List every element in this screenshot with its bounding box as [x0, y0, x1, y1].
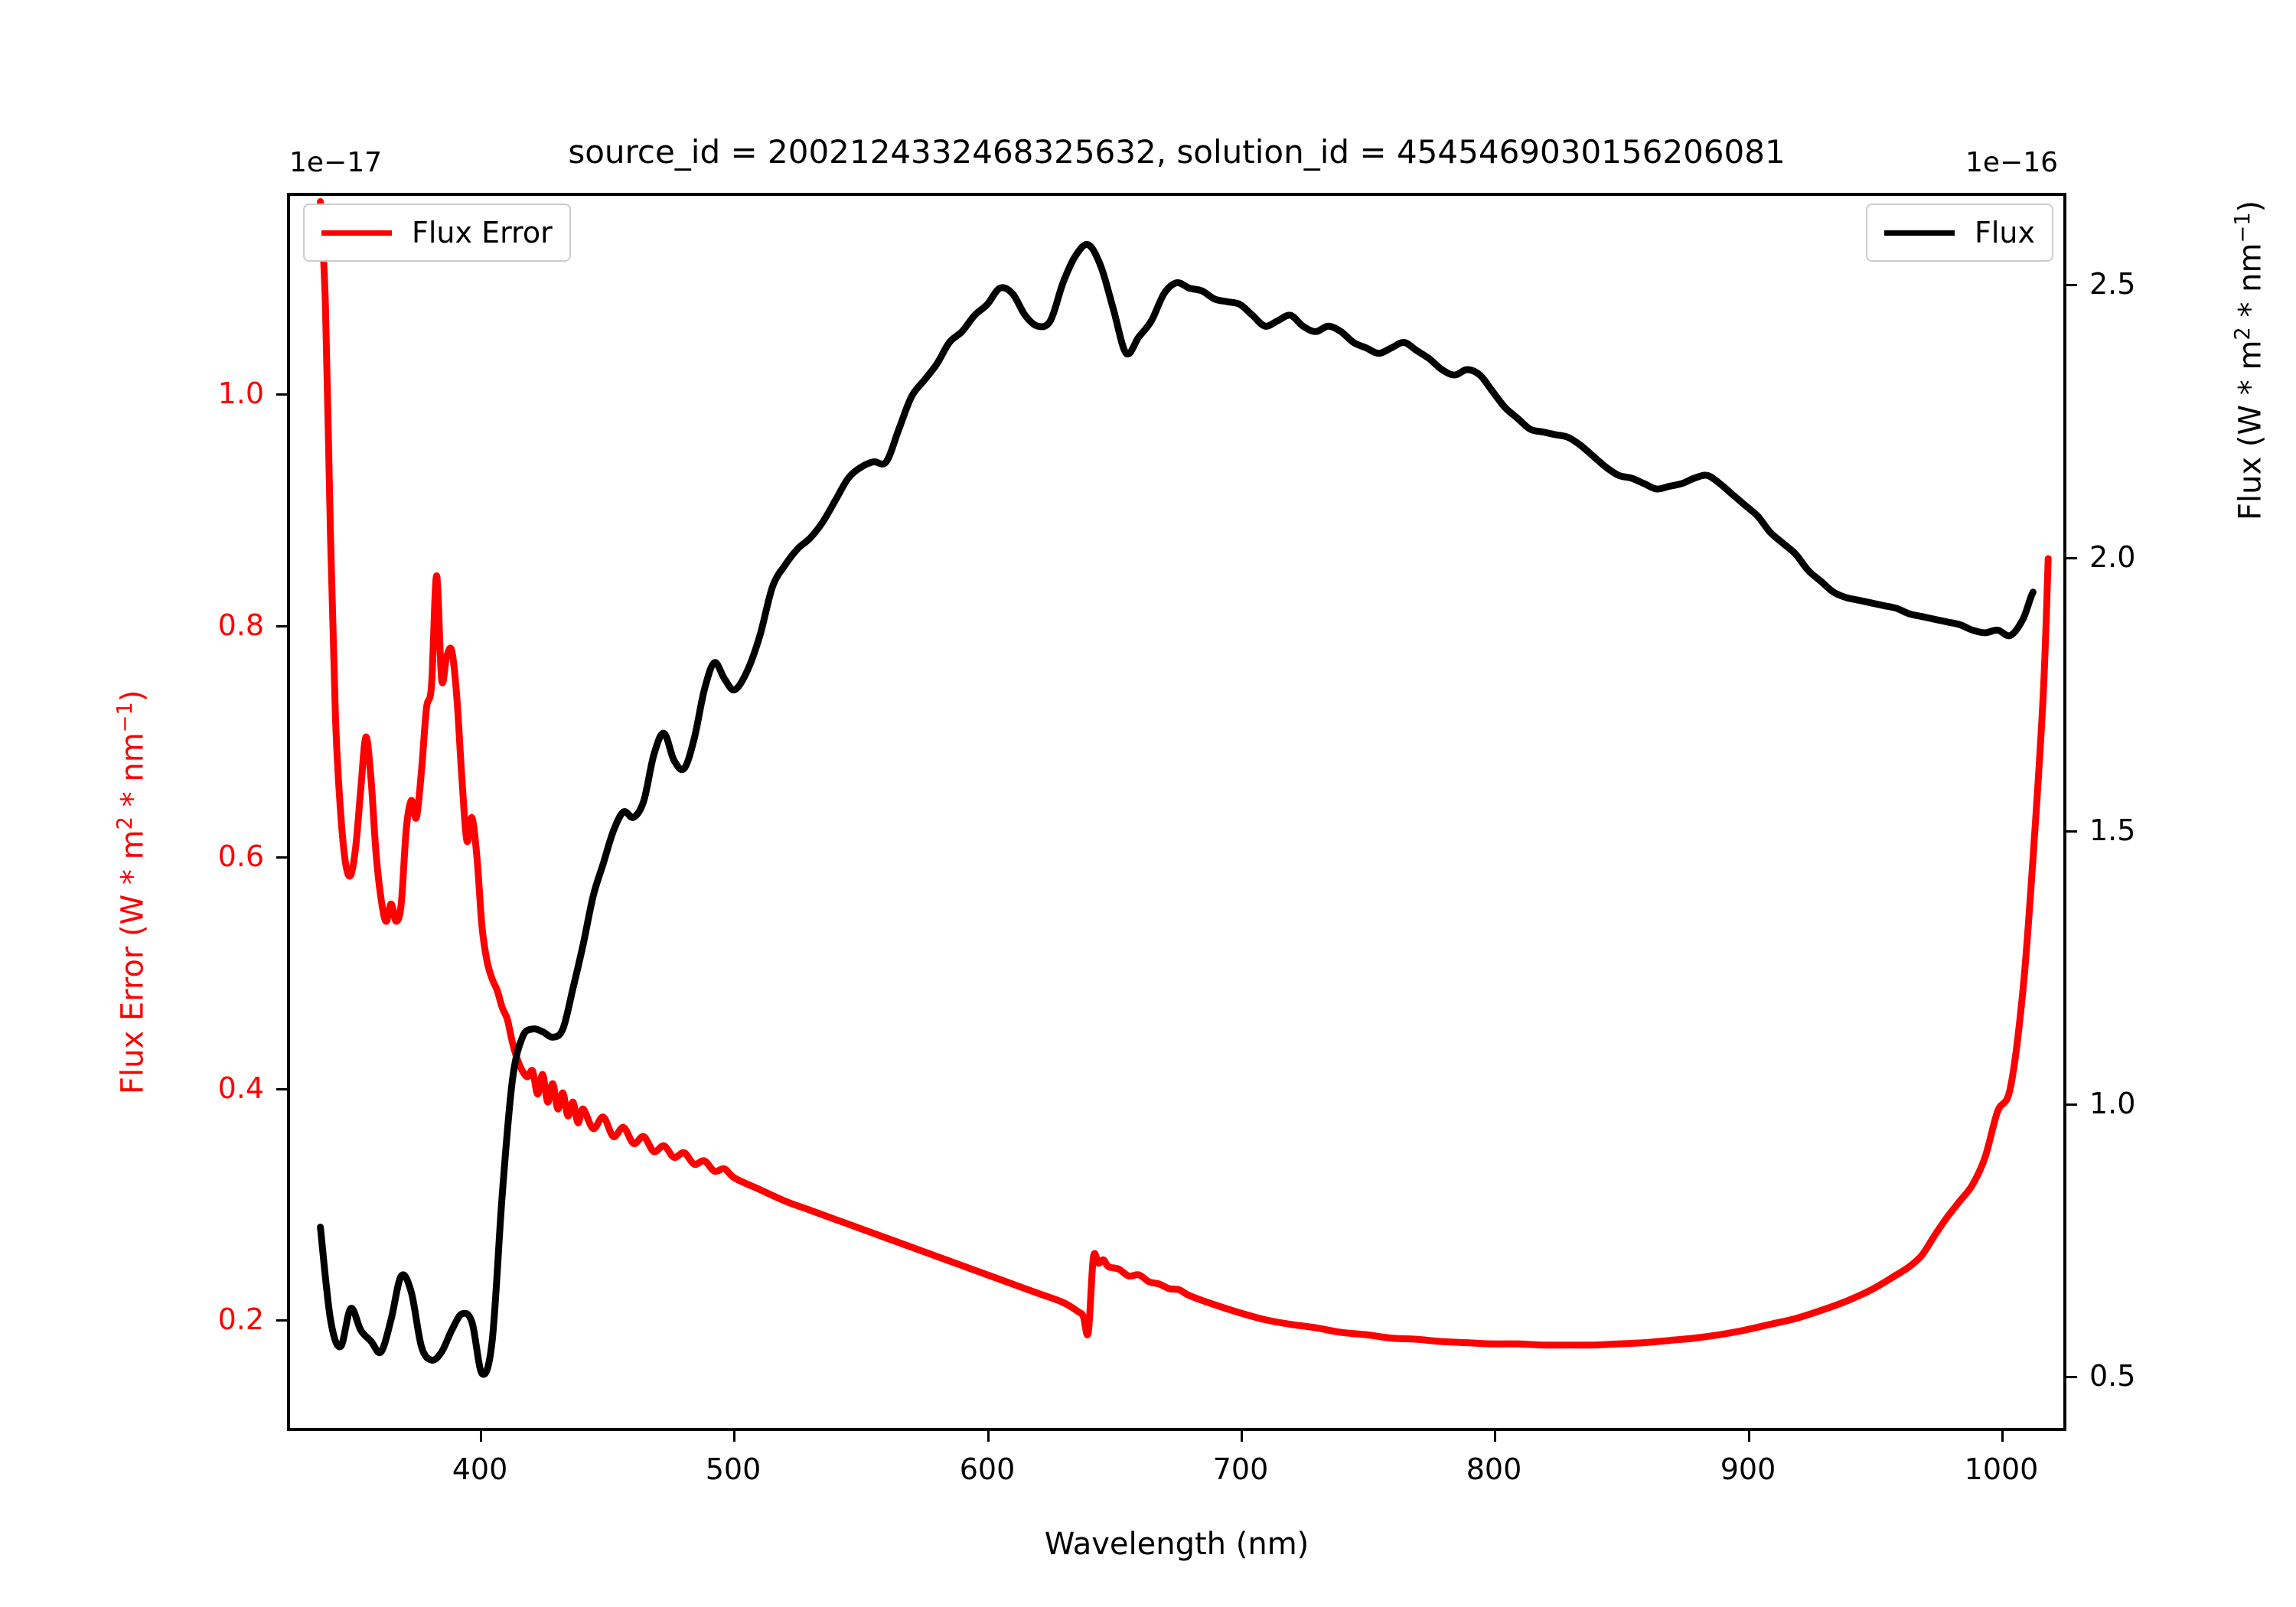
- y-axis-right-sup-2: 2: [2231, 327, 2255, 341]
- y-axis-left-title-prefix: Flux Error (W * m: [115, 830, 151, 1094]
- x-tick-label: 700: [1212, 1452, 1269, 1486]
- x-tick-label: 600: [959, 1452, 1016, 1486]
- tick-mark-bottom: [1241, 1431, 1243, 1442]
- x-tick-label: 900: [1720, 1452, 1776, 1486]
- tick-mark-left: [276, 625, 287, 627]
- y-axis-left-sup-minus1: −1: [113, 702, 137, 733]
- y-axis-left-title-suffix: ): [115, 689, 151, 702]
- tick-mark-right: [2066, 1103, 2077, 1106]
- right-axis-offset-text: 1e−16: [1965, 147, 2059, 178]
- tick-mark-right: [2066, 1376, 2077, 1378]
- tick-mark-bottom: [1748, 1431, 1750, 1442]
- x-axis-title: Wavelength (nm): [1044, 1527, 1309, 1562]
- x-tick-label: 800: [1466, 1452, 1522, 1486]
- tick-mark-left: [276, 393, 287, 396]
- x-tick-label: 400: [452, 1452, 508, 1486]
- chart-canvas: [317, 198, 2052, 1378]
- y-tick-label-left: 0.4: [217, 1071, 264, 1105]
- legend-flux[interactable]: Flux: [1866, 204, 2053, 262]
- y-tick-label-right: 1.0: [2089, 1087, 2136, 1120]
- tick-mark-bottom: [2001, 1431, 2004, 1442]
- left-axis-offset-text: 1e−17: [289, 147, 383, 178]
- tick-mark-left: [276, 856, 287, 859]
- y-axis-title-left: Flux Error (W * m2 * nm−1): [113, 690, 150, 1094]
- tick-mark-bottom: [480, 1431, 482, 1442]
- legend-label-flux-error: Flux Error: [412, 216, 553, 249]
- tick-mark-left: [276, 1319, 287, 1322]
- x-tick-label: 1000: [1964, 1452, 2039, 1486]
- y-axis-right-title-prefix: Flux (W * m: [2232, 340, 2268, 520]
- legend-flux-error[interactable]: Flux Error: [303, 204, 571, 262]
- tick-mark-right: [2066, 284, 2077, 286]
- y-axis-title-right: Flux (W * m2 * nm−1): [2231, 200, 2268, 520]
- legend-label-flux: Flux: [1975, 216, 2035, 249]
- y-tick-label-right: 1.5: [2089, 813, 2136, 847]
- y-tick-label-left: 0.2: [217, 1302, 264, 1336]
- tick-mark-bottom: [733, 1431, 735, 1442]
- page-title: source_id = 2002124332468325632, solutio…: [568, 133, 1786, 171]
- legend-swatch-flux-error: [321, 230, 392, 236]
- y-axis-left-sup-2: 2: [113, 817, 137, 830]
- y-tick-label-right: 2.0: [2089, 540, 2136, 574]
- plot-area: [287, 193, 2066, 1431]
- x-tick-label: 500: [705, 1452, 762, 1486]
- tick-mark-right: [2066, 557, 2077, 559]
- y-tick-label-left: 0.8: [217, 608, 264, 642]
- legend-swatch-flux: [1884, 230, 1955, 236]
- y-axis-right-sup-minus1: −1: [2231, 212, 2255, 243]
- y-tick-label-right: 0.5: [2089, 1359, 2136, 1393]
- flux-line: [317, 241, 2037, 1378]
- tick-mark-left: [276, 1088, 287, 1090]
- tick-mark-bottom: [1494, 1431, 1496, 1442]
- y-axis-right-title-mid: * nm: [2232, 243, 2268, 328]
- y-tick-label-left: 1.0: [217, 376, 264, 410]
- tick-mark-bottom: [987, 1431, 990, 1442]
- y-tick-label-left: 0.6: [217, 839, 264, 873]
- flux-error-line: [317, 198, 2052, 1349]
- y-tick-label-right: 2.5: [2089, 267, 2136, 301]
- y-axis-right-title-suffix: ): [2232, 200, 2268, 213]
- y-axis-left-title-mid: * nm: [115, 732, 151, 817]
- tick-mark-right: [2066, 830, 2077, 833]
